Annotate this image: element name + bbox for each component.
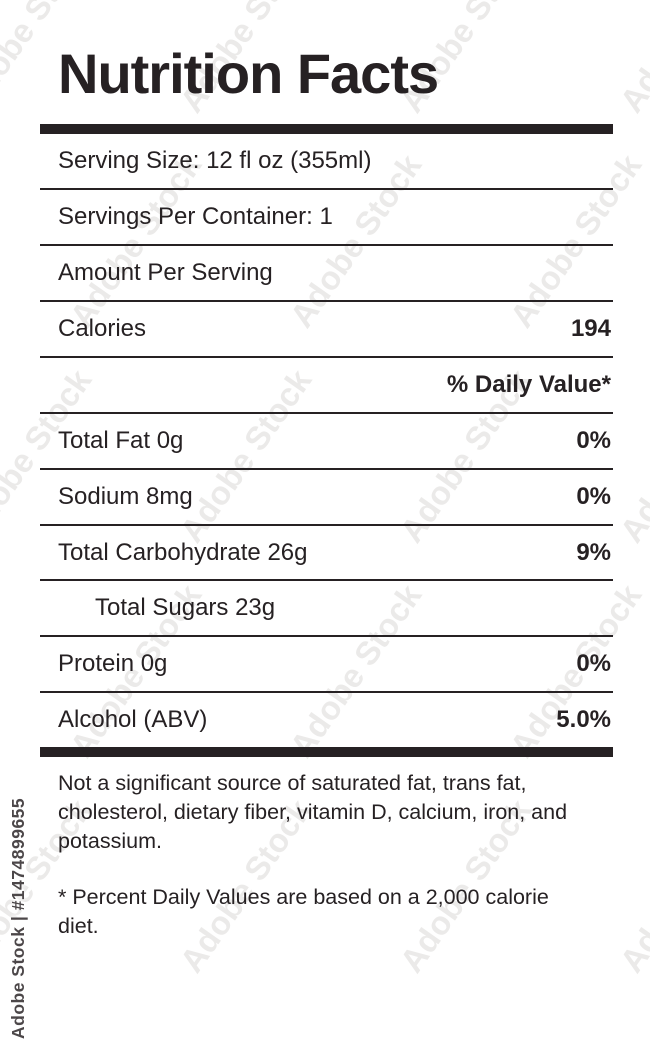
- nutrient-name: Sodium 8mg: [58, 482, 193, 510]
- label-title: Nutrition Facts: [58, 42, 439, 105]
- nutrient-name: Total Carbohydrate 26g: [58, 538, 308, 566]
- nutrient-value: 0%: [576, 650, 611, 678]
- nutrient-value: 0%: [576, 426, 611, 454]
- servings-per-container-text: Servings Per Container: 1: [58, 203, 333, 231]
- calories-row: Calories 194: [40, 302, 613, 358]
- calories-label: Calories: [58, 315, 147, 343]
- serving-size-text: Serving Size: 12 fl oz (355ml): [58, 147, 372, 175]
- daily-value-header-row: % Daily Value*: [40, 358, 613, 414]
- nutrient-value: 0%: [576, 482, 611, 510]
- nutrient-row-total-sugars: Total Sugars 23g: [40, 581, 613, 638]
- adobe-stock-id-watermark: Adobe Stock | #1474899655: [8, 797, 28, 1039]
- nutrient-row-total-fat: Total Fat 0g 0%: [40, 414, 613, 470]
- adobe-stock-diagonal-watermark: Adobe Stock: [612, 0, 650, 119]
- label-footnotes: Not a significant source of saturated fa…: [40, 757, 613, 941]
- nutrient-row-total-carbohydrate: Total Carbohydrate 26g 9%: [40, 526, 613, 582]
- adobe-stock-diagonal-watermark: Adobe Stock: [612, 362, 650, 549]
- serving-size-row: Serving Size: 12 fl oz (355ml): [40, 134, 613, 191]
- adobe-stock-diagonal-watermark: Adobe Stock: [612, 792, 650, 979]
- nutrient-row-sodium: Sodium 8mg 0%: [40, 470, 613, 526]
- nutrition-facts-label: Nutrition Facts Serving Size: 12 fl oz (…: [40, 42, 613, 941]
- thick-divider-bottom: [40, 747, 613, 758]
- nutrient-row-alcohol: Alcohol (ABV) 5.0%: [40, 693, 613, 747]
- amount-per-serving-text: Amount Per Serving: [58, 259, 273, 287]
- nutrient-row-protein: Protein 0g 0%: [40, 637, 613, 694]
- daily-value-header-text: % Daily Value*: [446, 370, 611, 398]
- thick-divider-top: [40, 124, 613, 135]
- nutrient-value: 5.0%: [556, 706, 611, 734]
- calories-value: 194: [570, 315, 611, 343]
- amount-per-serving-row: Amount Per Serving: [40, 246, 613, 303]
- footnote-daily-values: * Percent Daily Values are based on a 2,…: [58, 885, 549, 939]
- nutrient-name: Alcohol (ABV): [58, 706, 208, 734]
- nutrient-name: Total Fat 0g: [58, 426, 184, 454]
- nutrient-name: Total Sugars 23g: [95, 594, 276, 622]
- footnote-sources: Not a significant source of saturated fa…: [58, 771, 568, 853]
- nutrient-name: Protein 0g: [58, 650, 168, 678]
- servings-per-container-row: Servings Per Container: 1: [40, 190, 613, 247]
- nutrient-value: 9%: [576, 538, 611, 566]
